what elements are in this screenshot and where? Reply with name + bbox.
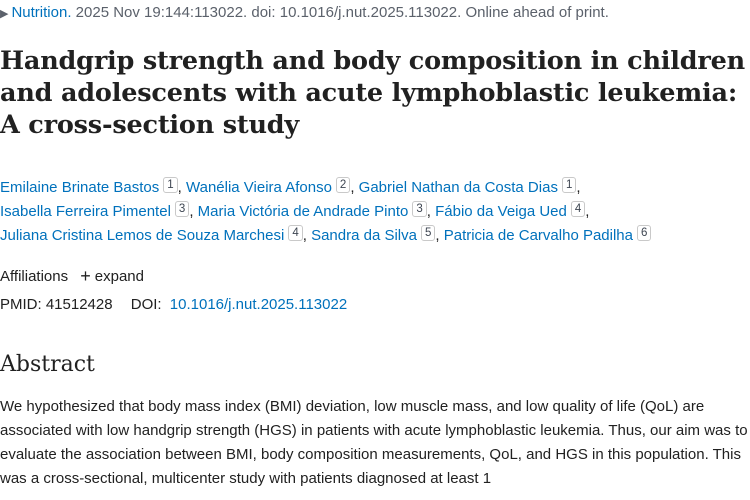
affiliation-number[interactable]: 4 [288, 225, 303, 241]
affiliation-number[interactable]: 3 [412, 201, 427, 217]
abstract-text: We hypothesized that body mass index (BM… [0, 398, 748, 487]
citation-details: 2025 Nov 19:144:113022. doi: 10.1016/j.n… [75, 4, 609, 21]
doi-link[interactable]: 10.1016/j.nut.2025.113022 [169, 296, 348, 313]
abstract-heading: Abstract [0, 352, 95, 377]
author-link[interactable]: Juliana Cristina Lemos de Souza Marchesi [0, 227, 285, 244]
author-link[interactable]: Maria Victória de Andrade Pinto [197, 203, 409, 220]
author-list: Emilaine Brinate Bastos 1, Wanélia Vieira… [0, 176, 750, 248]
author-link[interactable]: Fábio da Veiga Ued [435, 203, 567, 220]
citation-line: ▶ Nutrition. 2025 Nov 19:144:113022. doi:… [0, 3, 609, 24]
expand-affiliations-button[interactable]: + expand [80, 266, 144, 286]
affiliation-number[interactable]: 6 [637, 225, 652, 241]
affiliation-number[interactable]: 1 [561, 177, 577, 193]
plus-icon: + [80, 266, 91, 286]
doi-label: DOI: [130, 296, 162, 313]
affiliation-number[interactable]: 4 [570, 201, 586, 217]
affiliation-number[interactable]: 3 [174, 201, 190, 217]
identifiers-row: PMID: 41512428 DOI: 10.1016/j.nut.2025.1… [0, 295, 347, 315]
author-link[interactable]: Isabella Ferreira Pimentel [0, 203, 171, 220]
author-link[interactable]: Patricia de Carvalho Padilha [443, 227, 633, 244]
author-link[interactable]: Sandra da Silva [311, 227, 417, 244]
article-title: Handgrip strength and body composition i… [0, 46, 746, 140]
author-link[interactable]: Emilaine Brinate Bastos [0, 179, 160, 196]
caret-right-icon: ▶ [0, 8, 9, 20]
expand-label: expand [94, 268, 144, 285]
journal-link[interactable]: Nutrition. [11, 4, 72, 21]
pmid-value: 41512428 [45, 296, 113, 313]
pmid-label: PMID: [0, 296, 42, 313]
author-link[interactable]: Wanélia Vieira Afonso [186, 179, 332, 196]
author-link[interactable]: Gabriel Nathan da Costa Dias [358, 179, 558, 196]
affiliations-label: Affiliations [0, 268, 69, 285]
affiliation-number[interactable]: 1 [163, 177, 178, 193]
affiliation-number[interactable]: 5 [420, 225, 436, 241]
affiliation-number[interactable]: 2 [335, 177, 351, 193]
affiliations-row: Affiliations + expand [0, 266, 144, 287]
